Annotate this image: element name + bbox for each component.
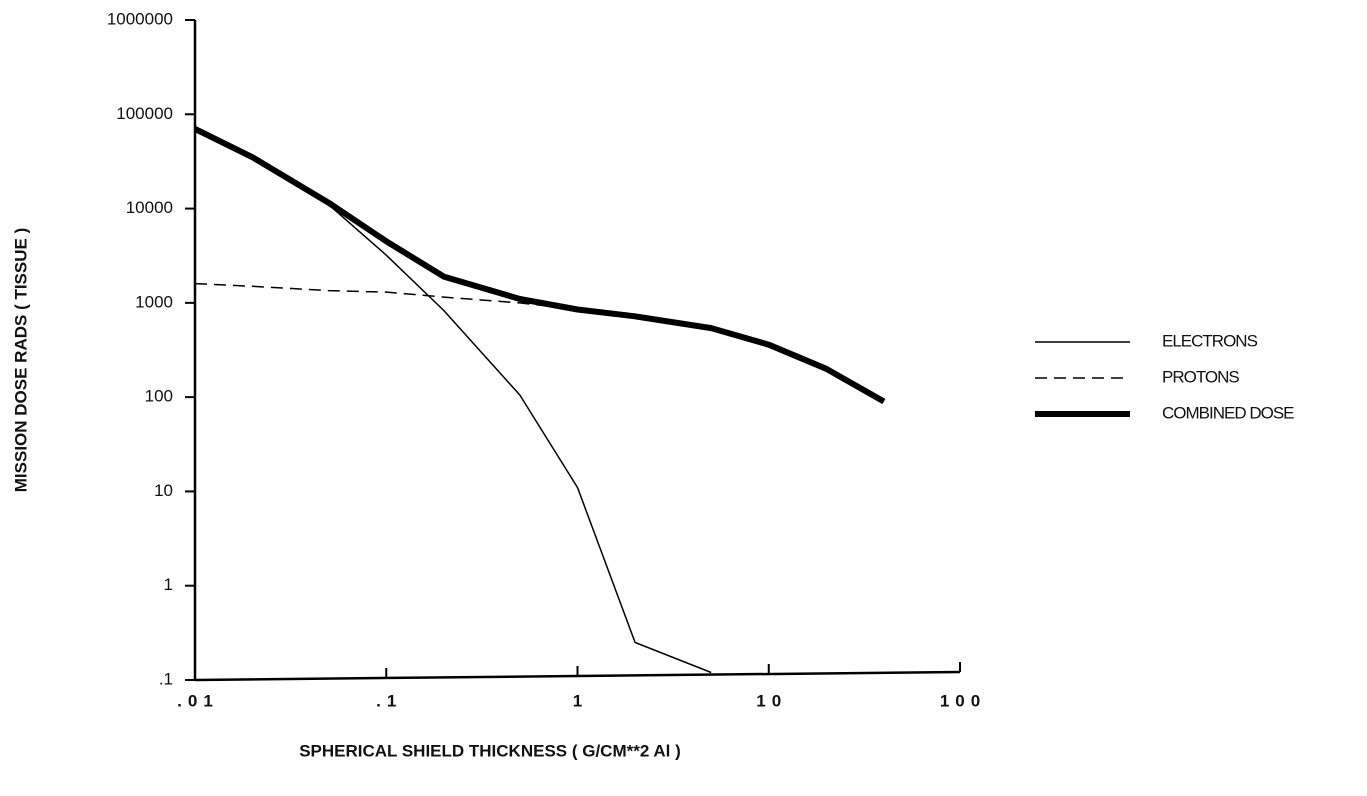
y-tick-label: 1000000 xyxy=(107,9,173,28)
x-axis-label: SPHERICAL SHIELD THICKNESS ( G/CM**2 Al … xyxy=(299,741,681,760)
x-tick-label: 1 xyxy=(573,691,588,710)
series-line xyxy=(194,128,712,674)
x-tick-label: 100 xyxy=(940,691,986,710)
y-tick-label: 1 xyxy=(164,575,173,594)
y-tick-label: .1 xyxy=(159,669,173,688)
x-tick-label: .1 xyxy=(376,691,402,710)
legend-label: ELECTRONS xyxy=(1162,331,1258,350)
y-tick-label: 10000 xyxy=(126,198,173,217)
y-tick-label: 100 xyxy=(145,387,173,406)
legend-label: COMBINED DOSE xyxy=(1162,403,1294,422)
legend-label: PROTONS xyxy=(1162,367,1239,386)
series-line xyxy=(194,282,885,403)
y-axis-label: MISSION DOSE RADS ( TISSUE ) xyxy=(11,228,30,492)
series-line xyxy=(193,126,886,405)
y-tick-label: 100000 xyxy=(116,104,173,123)
x-tick-label: .01 xyxy=(177,691,219,710)
x-tick-label: 10 xyxy=(756,691,787,710)
y-tick-label: 1000 xyxy=(135,292,173,311)
y-tick-label: 10 xyxy=(154,481,173,500)
